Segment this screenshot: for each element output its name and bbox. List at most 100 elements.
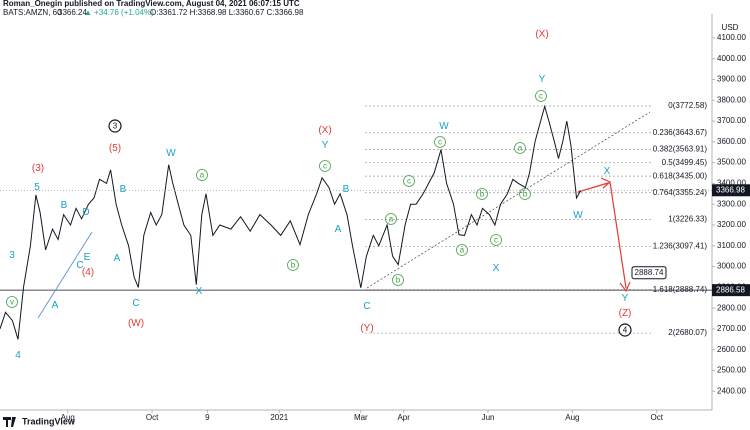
wave-label: a [460,246,465,255]
wave-label: W [439,121,449,132]
wave-label: Y [539,74,546,85]
wave-label: (X) [535,29,548,40]
wave-label: (3) [32,163,44,174]
wave-circle [535,90,547,102]
level-label-box [712,284,750,297]
wave-circle [434,136,446,148]
wave-circle [385,213,397,225]
fib-label: 0(3772.58) [668,101,707,110]
wave-label: (X) [318,125,331,136]
x-tick-label: Apr [397,413,410,422]
symbol: BATS:AMZN, 60 [3,8,62,17]
projection-arrow [577,177,631,293]
wave-label: B [61,200,68,211]
fib-label: 1.236(3097.41) [653,241,708,250]
wave-label: E [84,252,91,263]
fib-label: 0.5(3499.45) [662,158,708,167]
wave-label: W [166,148,176,159]
footer-logo: TradingView [22,416,76,426]
wave-label: a [389,215,394,224]
wave-circle [108,119,122,133]
wave-label: b [523,190,528,199]
x-tick-label: Oct [650,413,663,422]
wave-circle [196,169,208,181]
y-tick-label: 3100.00 [717,241,746,250]
wave-label: (5) [109,143,121,154]
wave-label: X [493,263,500,274]
wave-circle [287,259,299,271]
wave-label: a [518,144,523,153]
fib-label: 0.764(3355.24) [653,188,708,197]
wave-circle [456,244,468,256]
wave-label: c [407,177,411,186]
currency: USD [722,23,739,32]
y-tick-label: 4000.00 [717,54,746,63]
target-box [631,266,667,280]
wave-label: A [52,300,59,311]
y-tick-label: 3800.00 [717,95,746,104]
x-tick-label: Oct [146,413,159,422]
y-tick-label: 3300.00 [717,199,746,208]
wave-circle [490,234,502,246]
wave-label: C [132,298,139,309]
wave-label: 5 [34,182,40,193]
wave-circle [403,175,415,187]
wave-label: (Z) [619,308,632,319]
wave-label: D [82,207,89,218]
y-tick-label: 3600.00 [717,137,746,146]
fib-label: 0.618(3435.00) [653,171,708,180]
logo-icon [3,417,16,427]
y-tick-label: 3500.00 [717,158,746,167]
fib-label: 0.236(3643.67) [653,128,708,137]
wave-label: A [335,224,342,235]
wave-circle [519,188,531,200]
level-label: 2886.58 [716,285,745,294]
price-line [0,104,582,340]
target-label: 2888.74 [635,268,664,277]
wave-label: (4) [82,267,94,278]
wave-label: W [573,210,583,221]
wave-label: X [604,166,611,177]
wave-label: c [494,236,498,245]
y-tick-label: 3700.00 [717,116,746,125]
wave-label: C [76,260,83,271]
x-tick-label: 2021 [270,413,288,422]
y-tick-label: 4100.00 [717,33,746,42]
y-tick-label: 3200.00 [717,220,746,229]
wave-circle [319,160,331,172]
last-price-label: 3366.98 [716,185,745,194]
y-tick-label: 2800.00 [717,303,746,312]
change: ▲ +34.76 (+1.04%) [84,8,154,17]
wave-label: v [10,298,14,307]
y-tick-label: 3900.00 [717,75,746,84]
wave-label: B [120,184,127,195]
y-tick-label: 2600.00 [717,345,746,354]
wave-label: c [438,138,442,147]
fib-label: 2(2680.07) [668,328,707,337]
wave-circle [618,323,632,337]
wave-label: B [343,184,350,195]
last-price-box [712,184,750,197]
x-tick-label: 9 [205,413,210,422]
wave-circle [514,142,526,154]
wave-circle [6,296,18,308]
publisher: Roman_Onegin published on TradingView.co… [3,0,300,8]
wave-label: X [196,286,203,297]
trendline [37,231,93,319]
wave-label: Y [622,293,629,304]
fib-label: 1.618(2888.74) [653,285,708,294]
wave-label: c [323,162,327,171]
wave-label: 4 [623,326,628,335]
y-tick-label: 2400.00 [717,386,746,395]
wave-label: 3 [9,250,15,261]
wave-label: C [363,301,370,312]
y-tick-label: 3000.00 [717,262,746,271]
wave-label: b [291,261,296,270]
wave-label: a [200,171,205,180]
y-tick-label: 2700.00 [717,324,746,333]
y-tick-label: 3400.00 [717,179,746,188]
wave-circle [476,188,488,200]
x-tick-label: Aug [565,413,579,422]
